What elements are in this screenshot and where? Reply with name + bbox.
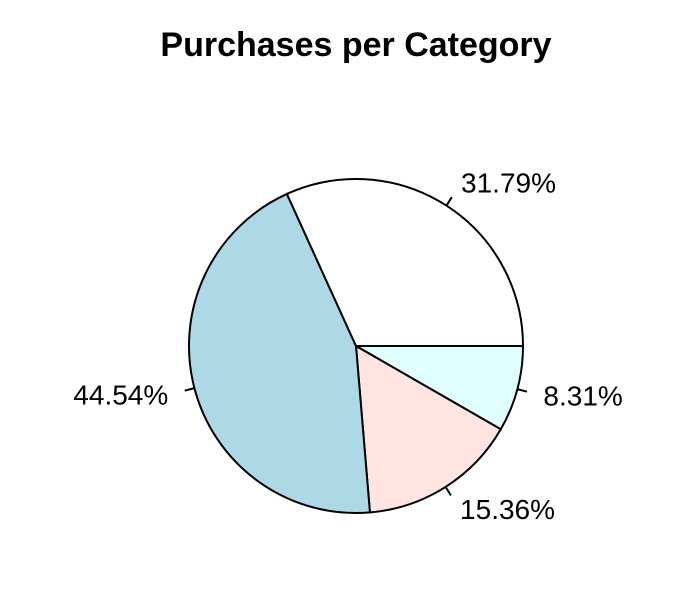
slice-label: 31.79% [461, 167, 556, 198]
slice-leader-line [444, 486, 452, 496]
slice-leader-line [184, 387, 195, 392]
pie-slice [352, 345, 525, 431]
pie-labels: 8.31% 15.36% 44.54% 31.79% [73, 167, 623, 525]
slice-leader-line [445, 196, 453, 207]
pie-slices [187, 178, 525, 514]
pie-slice [354, 344, 503, 514]
slice-label: 44.54% [73, 379, 168, 410]
pie-slice [285, 178, 525, 347]
chart-title: Purchases per Category [160, 26, 551, 64]
slice-leader-line [517, 388, 528, 393]
slice-label: 15.36% [460, 494, 555, 525]
slice-label: 8.31% [543, 381, 622, 412]
